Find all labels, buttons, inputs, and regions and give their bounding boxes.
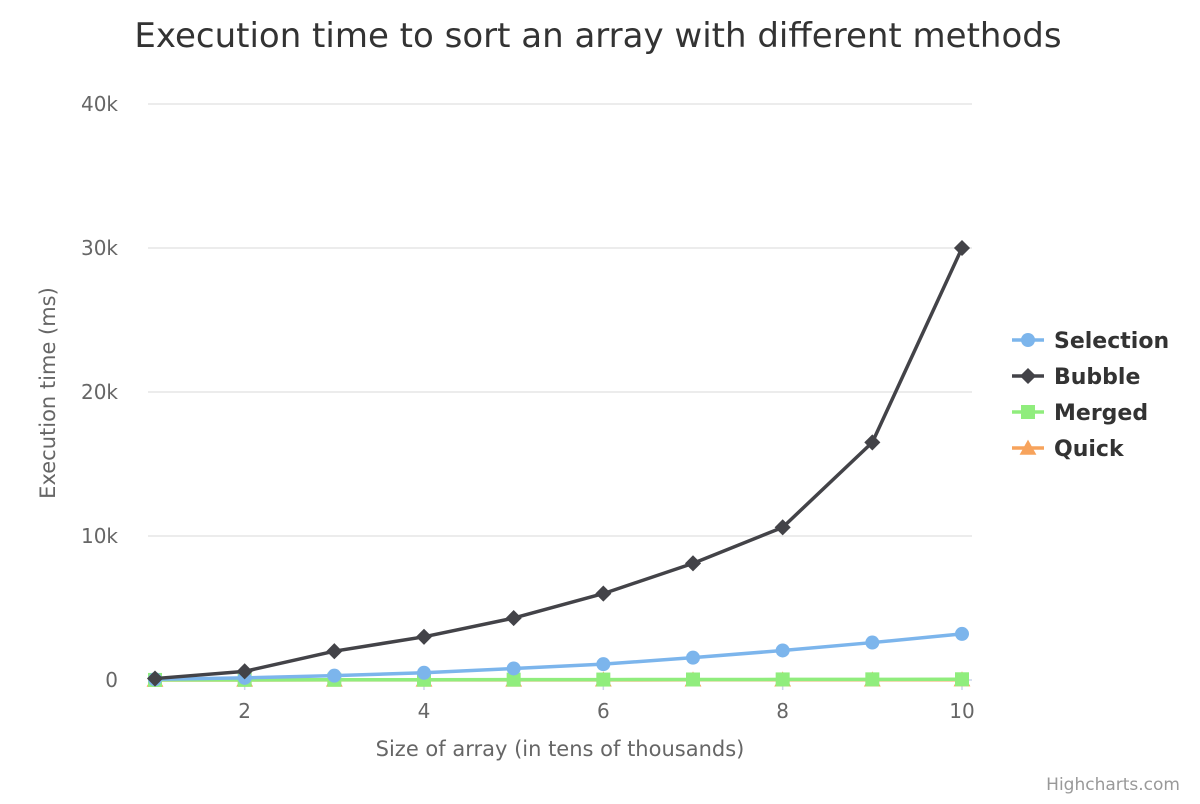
- y-tick-label: 10k: [81, 524, 118, 548]
- y-tick-label: 30k: [81, 236, 118, 260]
- data-point[interactable]: [417, 666, 431, 680]
- series-plot-area: [147, 240, 971, 687]
- x-axis-title: Size of array (in tens of thousands): [376, 737, 745, 761]
- series-line: [155, 248, 962, 679]
- credits-link[interactable]: Highcharts.com: [1046, 775, 1180, 795]
- x-tick-label: 8: [776, 699, 789, 723]
- data-point[interactable]: [955, 627, 969, 641]
- data-point[interactable]: [685, 555, 701, 571]
- y-tick-label: 0: [105, 668, 118, 692]
- legend-marker-icon[interactable]: [1020, 368, 1036, 384]
- data-point[interactable]: [686, 672, 700, 686]
- y-tick-label: 40k: [81, 92, 118, 116]
- data-point[interactable]: [686, 651, 700, 665]
- data-point[interactable]: [596, 657, 610, 671]
- data-point[interactable]: [327, 669, 341, 683]
- data-point[interactable]: [596, 673, 610, 687]
- data-point[interactable]: [955, 672, 969, 686]
- data-point[interactable]: [416, 629, 432, 645]
- grid-lines: [148, 104, 972, 680]
- legend-label: Quick: [1054, 437, 1125, 462]
- data-point[interactable]: [776, 643, 790, 657]
- legend-item-bubble[interactable]: Bubble: [1012, 365, 1140, 390]
- data-point[interactable]: [507, 661, 521, 675]
- series-line: [155, 679, 962, 680]
- legend-item-merged[interactable]: Merged: [1012, 401, 1148, 426]
- y-axis-ticks: 0 10k 20k 30k 40k: [81, 92, 118, 692]
- legend-item-selection[interactable]: Selection: [1012, 329, 1169, 354]
- x-tick-label: 4: [418, 699, 431, 723]
- chart-title: Execution time to sort an array with dif…: [134, 16, 1061, 56]
- legend-label: Merged: [1054, 401, 1148, 426]
- y-tick-label: 20k: [81, 380, 118, 404]
- data-point[interactable]: [326, 643, 342, 659]
- series-selection: [148, 627, 969, 686]
- data-point[interactable]: [776, 672, 790, 686]
- x-tick-label: 2: [238, 699, 251, 723]
- data-point[interactable]: [595, 586, 611, 602]
- data-point[interactable]: [954, 240, 970, 256]
- legend-label: Selection: [1054, 329, 1169, 354]
- legend-label: Bubble: [1054, 365, 1140, 390]
- x-tick-label: 6: [597, 699, 610, 723]
- series-merged: [148, 672, 969, 687]
- series-bubble: [147, 240, 970, 687]
- data-point[interactable]: [865, 636, 879, 650]
- series-line: [155, 634, 962, 679]
- x-tick-label: 10: [949, 699, 974, 723]
- data-point[interactable]: [865, 672, 879, 686]
- legend-item-quick[interactable]: Quick: [1012, 437, 1125, 462]
- data-point[interactable]: [506, 610, 522, 626]
- legend: Selection Bubble Merged Quick: [1012, 329, 1169, 462]
- y-axis-title: Execution time (ms): [36, 287, 60, 499]
- legend-marker-icon[interactable]: [1021, 333, 1035, 347]
- legend-marker-icon[interactable]: [1021, 405, 1035, 419]
